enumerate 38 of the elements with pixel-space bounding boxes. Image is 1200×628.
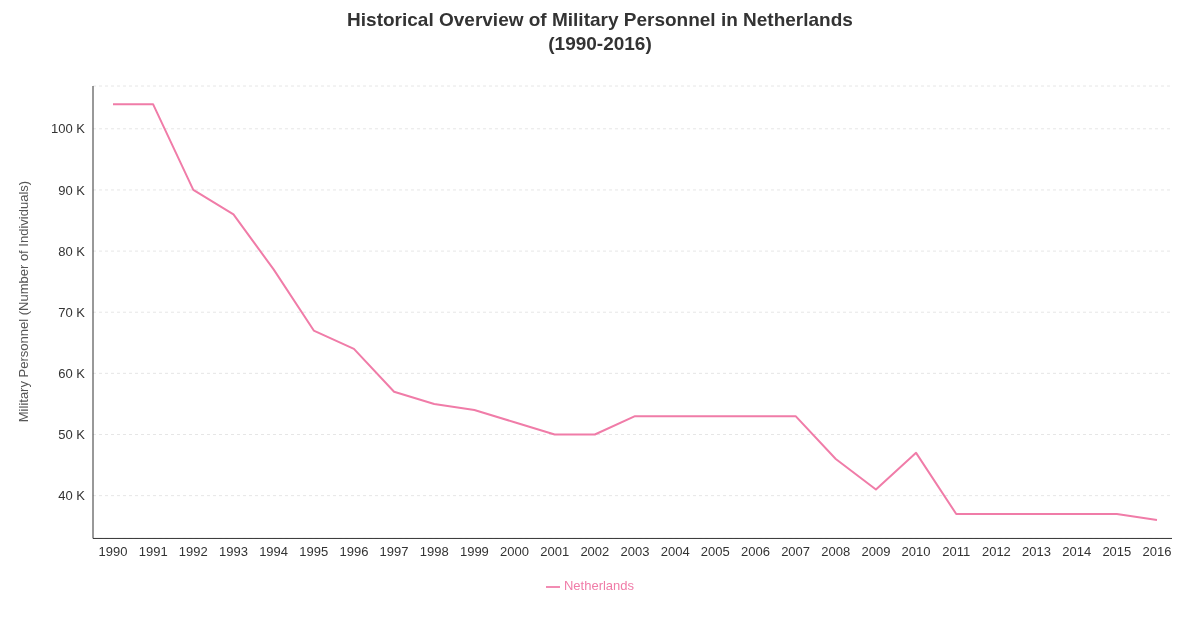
y-tick-label: 80 K <box>58 243 86 259</box>
y-tick-label: 70 K <box>58 304 86 320</box>
x-tick-label: 2008 <box>821 543 851 559</box>
x-tick-label: 2011 <box>942 543 971 559</box>
x-tick-label: 1990 <box>98 543 128 559</box>
x-tick-label: 2003 <box>620 543 650 559</box>
x-tick-label: 1994 <box>259 543 289 559</box>
x-tick-label: 2015 <box>1102 543 1132 559</box>
y-axis-title: Military Personnel (Number of Individuals) <box>15 180 31 423</box>
chart-title: Historical Overview of Military Personnel in Netherlands (1990-2016) <box>346 8 854 56</box>
y-tick-label: 100 K <box>51 121 86 137</box>
line-series <box>112 103 1158 522</box>
x-tick-label: 2005 <box>700 543 730 559</box>
x-tick-label: 2009 <box>861 543 891 559</box>
x-tick-label: 2001 <box>540 543 570 559</box>
y-tick-label: 90 K <box>58 182 86 198</box>
x-tick-label: 2004 <box>660 543 690 559</box>
x-tick-label: 1991 <box>138 543 168 559</box>
legend-label: Netherlands <box>563 578 635 594</box>
y-tick-label: 60 K <box>58 365 86 381</box>
x-tick-label: 2000 <box>500 543 529 559</box>
x-tick-label: 2006 <box>741 543 770 559</box>
x-tick-label: 2013 <box>1022 543 1051 559</box>
x-tick-label: 1996 <box>339 543 369 559</box>
y-tick-label: 50 K <box>58 427 86 443</box>
y-tick-label: 40 K <box>58 488 86 504</box>
x-tick-label: 2016 <box>1142 543 1172 559</box>
x-tick-label: 1995 <box>299 543 329 559</box>
x-tick-label: 1998 <box>419 543 449 559</box>
x-tick-label: 2010 <box>901 543 931 559</box>
x-tick-label: 2007 <box>781 543 811 559</box>
x-tick-label: 1992 <box>178 543 208 559</box>
x-tick-label: 2014 <box>1062 543 1092 559</box>
x-tick-label: 1999 <box>459 543 489 559</box>
x-tick-label: 1997 <box>379 543 409 559</box>
x-tick-label: 2002 <box>580 543 610 559</box>
x-tick-label: 1993 <box>219 543 248 559</box>
x-tick-label: 2012 <box>981 543 1011 559</box>
